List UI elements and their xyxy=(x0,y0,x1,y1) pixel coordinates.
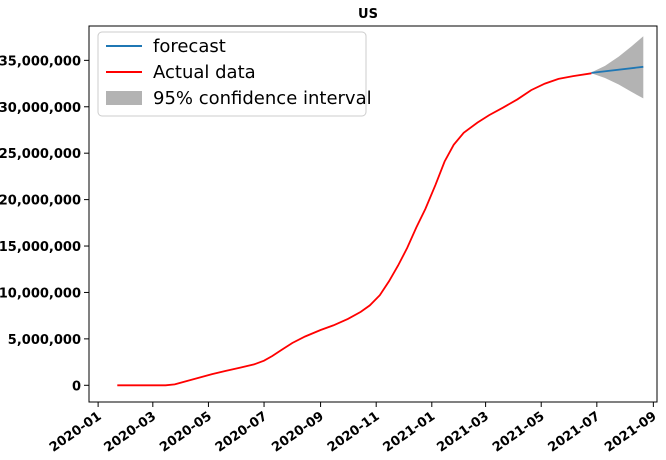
legend: forecast Actual data 95% confidence interv… xyxy=(97,31,372,117)
x-tick-label: 2020-07 xyxy=(213,409,270,456)
legend-label-95-confidence-interval: 95% confidence interval xyxy=(153,88,372,109)
y-tick-label: 25,000,000 xyxy=(0,147,81,162)
x-tick-label: 2020-05 xyxy=(157,409,214,456)
series-line-forecast xyxy=(591,65,644,74)
x-tick-label: 2021-01 xyxy=(381,409,438,456)
x-tick-label: 2021-05 xyxy=(490,409,547,456)
confidence-interval-band xyxy=(591,36,644,99)
x-tick-label: 2021-03 xyxy=(434,409,491,456)
y-tick-label: 5,000,000 xyxy=(8,333,81,348)
y-tick-label: 35,000,000 xyxy=(0,54,81,69)
y-axis: 0 5,000,000 10,000,000 15,000,000 20,000,000… xyxy=(0,54,89,394)
legend-swatch-95-confidence-interval xyxy=(106,91,142,105)
legend-box xyxy=(97,31,367,117)
x-tick-label: 2021-07 xyxy=(546,409,603,456)
confidence-interval-layer xyxy=(591,36,644,99)
y-tick-label: 0 xyxy=(72,379,81,394)
x-tick-label: 2020-09 xyxy=(269,409,326,456)
y-tick-label: 10,000,000 xyxy=(0,286,81,301)
chart-title: US xyxy=(358,7,378,22)
legend-label-forecast: forecast xyxy=(153,36,226,57)
x-tick-label: 2021-09 xyxy=(602,409,659,456)
y-tick-label: 20,000,000 xyxy=(0,194,81,209)
series-line-actual-data xyxy=(117,72,592,387)
legend-label-actual-data: Actual data xyxy=(153,62,256,83)
y-tick-label: 15,000,000 xyxy=(0,240,81,255)
y-tick-label: 30,000,000 xyxy=(0,101,81,116)
x-tick-label: 2020-11 xyxy=(325,409,382,456)
x-tick-label: 2020-03 xyxy=(102,409,159,456)
x-tick-label: 2020-01 xyxy=(47,409,104,456)
series-layer xyxy=(117,65,644,387)
plot-frame xyxy=(88,25,658,403)
